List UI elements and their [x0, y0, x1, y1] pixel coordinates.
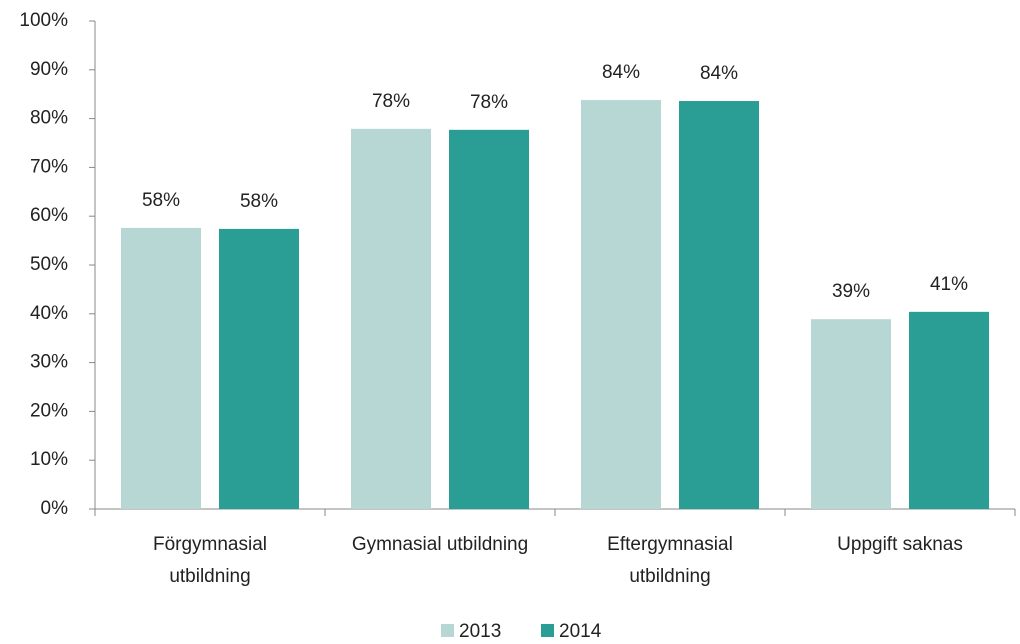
bar [351, 128, 431, 509]
x-tick-label-line: Gymnasial utbildning [352, 534, 528, 555]
data-label: 78% [372, 91, 410, 112]
y-tick-label: 30% [30, 352, 68, 373]
x-tick-label-line: Eftergymnasial [607, 534, 733, 555]
y-tick-label: 60% [30, 205, 68, 226]
x-tick-label-line: Uppgift saknas [837, 534, 963, 555]
data-label: 84% [700, 63, 738, 84]
bar [449, 129, 529, 509]
y-tick-label: 70% [30, 156, 68, 177]
x-tick-label: Förgymnasial utbildning [153, 534, 267, 587]
legend-label: 2013 [459, 621, 501, 642]
bar [679, 101, 759, 510]
bar [909, 311, 989, 509]
bar [121, 227, 201, 510]
legend-swatch [441, 624, 454, 637]
x-tick-label: Gymnasial utbildning [352, 534, 528, 555]
x-tick-label-line: utbildning [629, 566, 710, 587]
x-tick-label-line: utbildning [169, 566, 250, 587]
y-tick-label: 90% [30, 59, 68, 80]
x-tick-label: Uppgift saknas [837, 534, 963, 555]
data-label: 39% [832, 281, 870, 302]
bar [581, 100, 661, 509]
data-label: 84% [602, 62, 640, 83]
y-tick-label: 50% [30, 254, 68, 275]
x-tick-label: Eftergymnasial utbildning [607, 534, 733, 587]
data-label: 41% [930, 274, 968, 295]
data-label: 58% [142, 190, 180, 211]
data-label: 78% [470, 92, 508, 113]
y-tick-label: 10% [30, 449, 68, 470]
y-tick-label: 80% [30, 108, 68, 129]
x-tick-label-line: Förgymnasial [153, 534, 267, 555]
bar [811, 319, 891, 509]
y-tick-label: 0% [41, 498, 69, 519]
legend-swatch [541, 624, 554, 637]
y-tick-label: 100% [19, 10, 68, 31]
y-tick-label: 40% [30, 303, 68, 324]
data-label: 58% [240, 191, 278, 212]
bar [219, 228, 299, 509]
y-tick-label: 20% [30, 400, 68, 421]
legend-label: 2014 [559, 621, 602, 642]
